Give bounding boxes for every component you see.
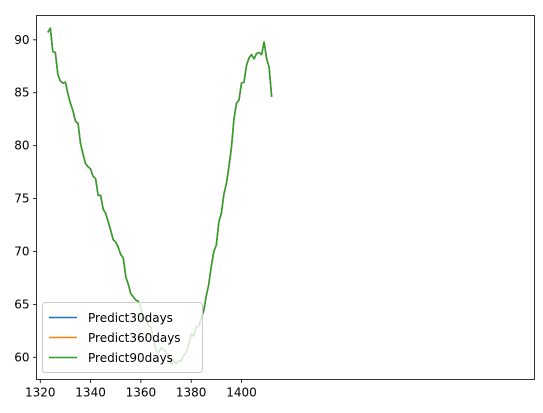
x-tick-label: 1400	[226, 386, 257, 400]
legend-label-predict30days: Predict30days	[88, 311, 173, 325]
y-tick-label: 80	[14, 139, 29, 153]
legend-label-predict360days: Predict360days	[88, 331, 181, 345]
y-tick-label: 90	[14, 33, 29, 47]
x-tick-label: 1340	[75, 386, 106, 400]
y-tick-label: 75	[14, 192, 29, 206]
y-tick-label: 65	[14, 297, 29, 311]
y-tick-label: 85	[14, 86, 29, 100]
y-axis-ticks: 60 65 70 75 80 85 90	[14, 33, 37, 364]
x-tick-label: 1380	[176, 386, 207, 400]
x-tick-label: 1320	[25, 386, 56, 400]
axes	[36, 15, 535, 380]
x-tick-label: 1360	[126, 386, 157, 400]
y-tick-label: 60	[14, 350, 29, 364]
legend-label-predict90days: Predict90days	[88, 351, 173, 365]
y-tick-label: 70	[14, 244, 29, 258]
plot-frame	[36, 15, 535, 380]
legend-frame	[42, 302, 203, 373]
legend: Predict30days Predict360days Predict90da…	[42, 302, 203, 373]
x-axis-ticks: 1320 1340 1360 1380 1400	[25, 379, 257, 400]
